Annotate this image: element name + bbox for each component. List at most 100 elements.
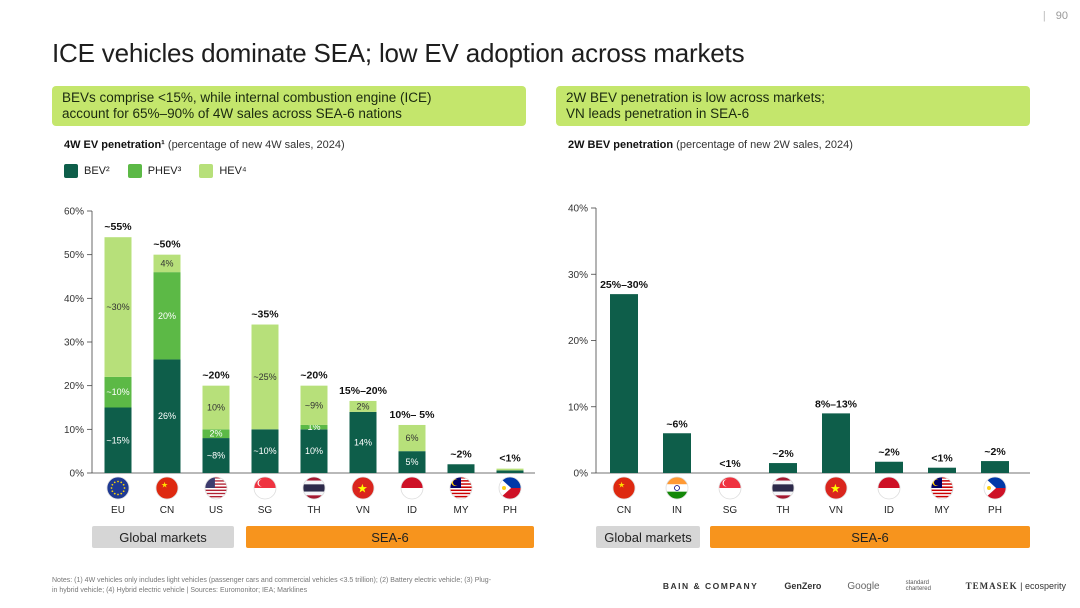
total-label: ~35% <box>251 309 279 321</box>
genzero-logo: GenZero <box>784 581 822 591</box>
x-tick-label: PH <box>503 505 517 516</box>
segment-label: 20% <box>158 311 176 321</box>
y-tick-label: 20% <box>568 336 588 347</box>
left-callout: BEVs comprise <15%, while internal combu… <box>52 86 526 126</box>
segment-label: ~10% <box>253 446 276 456</box>
value-label: ~2% <box>772 448 794 460</box>
x-tick-label: US <box>209 505 223 516</box>
x-tick-label: MY <box>454 505 469 516</box>
y-tick-label: 0% <box>574 469 589 480</box>
y-tick-label: 10% <box>568 402 588 413</box>
value-label: 8%–13% <box>815 398 858 410</box>
x-tick-label: SG <box>258 505 273 516</box>
total-label: ~20% <box>300 370 328 382</box>
y-tick-label: 30% <box>568 270 588 281</box>
value-label: 25%–30% <box>600 279 649 291</box>
bar-th-2w-bev <box>769 463 797 473</box>
total-label: ~2% <box>450 448 472 460</box>
bar-eu-phev <box>104 376 132 408</box>
y-tick-label: 20% <box>64 381 84 392</box>
x-tick-label: ID <box>407 505 417 516</box>
bar-my-2w-bev <box>928 467 956 473</box>
flag-id-icon <box>401 477 423 499</box>
legend-swatch-bev <box>64 164 78 178</box>
segment-label: 14% <box>354 437 372 447</box>
segment-label: ~15% <box>106 435 129 445</box>
bar-th-hev <box>300 385 328 425</box>
bar-us-bev <box>202 438 230 473</box>
google-logo: Google <box>847 580 880 592</box>
total-label: ~55% <box>104 221 132 233</box>
right-subtitle-rest: (percentage of new 2W sales, 2024) <box>673 139 853 151</box>
segment-label: 1% <box>307 422 320 432</box>
legend-item-bev: BEV² <box>64 164 110 178</box>
page-title: ICE vehicles dominate SEA; low EV adopti… <box>52 38 745 68</box>
bar-eu-hev <box>104 237 132 377</box>
right-subtitle-bold: 2W BEV penetration <box>568 139 674 151</box>
footnotes: Notes: (1) 4W vehicles only includes lig… <box>52 577 492 594</box>
left-group-global: Global markets <box>92 526 234 548</box>
segment-label: 5% <box>405 457 418 467</box>
flag-ph-icon <box>984 477 1006 499</box>
4w-ev-penetration-chart: 0% 10% 20% 30% 40% 50% 60% ~15% ~10% ~30% ~55% EU 26… <box>64 207 535 516</box>
bar-vn-2w-bev <box>822 413 850 473</box>
segment-label: ~30% <box>106 302 129 312</box>
legend-item-phev: PHEV³ <box>127 164 181 178</box>
right-group-global: Global markets <box>596 526 700 548</box>
total-label: 10%– 5% <box>390 409 436 421</box>
y-tick-label: 50% <box>64 250 84 261</box>
svg-text:★: ★ <box>830 482 841 496</box>
segment-label: 26% <box>158 411 176 421</box>
total-label: 15%–20% <box>339 385 388 397</box>
flag-th-icon <box>303 477 325 499</box>
left-subtitle-bold: 4W EV penetration¹ <box>64 139 165 151</box>
flag-vn-icon: ★ <box>825 477 847 499</box>
standard-chartered-logo: standard chartered <box>905 580 931 592</box>
svg-text:★: ★ <box>357 482 368 496</box>
legend-item-hev: HEV⁴ <box>199 164 247 178</box>
2w-bev-penetration-chart: 0% 10% 20% 30% 40% 25%–30% ★ CN ~6% IN <1% SG ~2% TH 8… <box>568 204 1030 516</box>
legend-swatch-phev <box>127 164 142 178</box>
flag-cn-icon: ★ <box>156 477 178 499</box>
value-label: <1% <box>931 453 953 465</box>
segment-label: 10% <box>305 446 323 456</box>
value-label: ~2% <box>878 447 900 459</box>
x-tick-label: MY <box>935 505 950 516</box>
bar-cn-bev <box>153 359 181 473</box>
y-tick-label: 10% <box>64 425 84 436</box>
bar-sg-hev <box>251 324 279 430</box>
bar-ph-hev <box>496 468 524 471</box>
flag-th-icon <box>772 477 794 499</box>
segment-label: ~8% <box>207 451 225 461</box>
svg-text:★: ★ <box>618 481 625 490</box>
page-number: | 90 <box>1042 10 1068 22</box>
bar-my-bev <box>447 464 475 473</box>
flag-us-icon <box>205 477 227 499</box>
bar-us-hev <box>202 385 230 430</box>
temasek-ecosperity-logo: TEMASEK | ecosperity <box>965 581 1066 591</box>
total-label: ~20% <box>202 370 230 382</box>
segment-label: ~25% <box>253 372 276 382</box>
y-tick-label: 30% <box>64 338 84 349</box>
bar-id-2w-bev <box>875 461 903 473</box>
flag-vn-icon: ★ <box>352 477 374 499</box>
svg-text:★: ★ <box>161 481 168 490</box>
x-tick-label: PH <box>988 505 1002 516</box>
flag-sg-icon <box>254 477 276 499</box>
x-tick-label: TH <box>307 505 320 516</box>
segment-label: ~9% <box>305 400 323 410</box>
y-tick-label: 40% <box>568 204 588 215</box>
bar-vn-bev <box>349 411 377 473</box>
bar-cn-2w-bev <box>610 294 638 473</box>
bar-us-phev <box>202 429 230 439</box>
bar-th-phev <box>300 424 328 430</box>
segment-label: 10% <box>207 403 225 413</box>
right-chart-subtitle: 2W BEV penetration (percentage of new 2W… <box>568 139 853 151</box>
bar-ph-bev <box>496 470 524 473</box>
bar-id-bev <box>398 451 426 473</box>
bar-cn-phev <box>153 272 181 360</box>
legend-swatch-hev <box>199 164 214 178</box>
total-label: ~50% <box>153 239 181 251</box>
flag-in-icon <box>666 477 688 499</box>
flag-id-icon <box>878 477 900 499</box>
